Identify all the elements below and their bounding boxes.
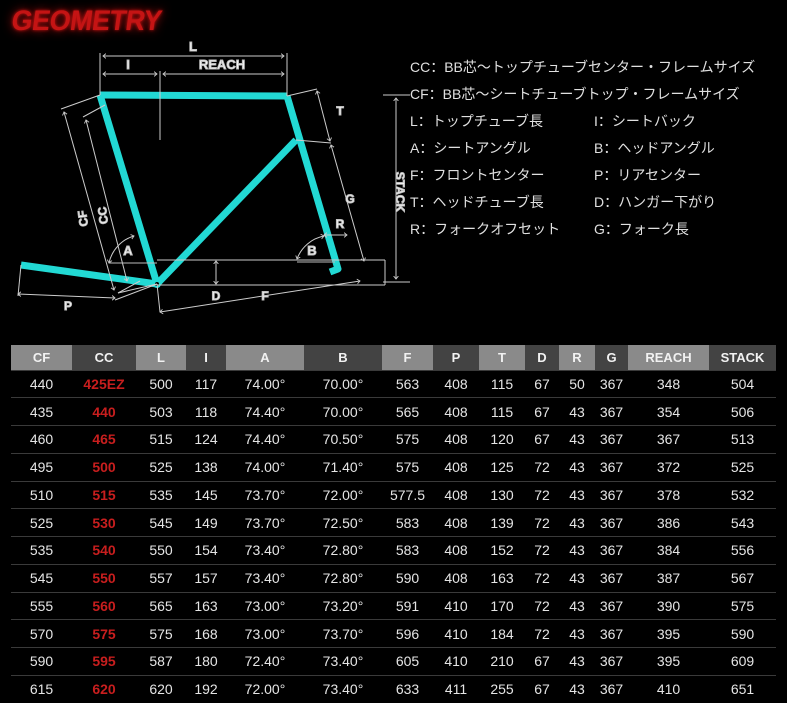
svg-text:F: F: [261, 289, 268, 303]
svg-text:I: I: [126, 57, 130, 72]
svg-text:CF: CF: [75, 210, 91, 228]
svg-text:D: D: [212, 289, 221, 303]
svg-text:T: T: [336, 104, 344, 118]
svg-text:B: B: [307, 243, 316, 258]
svg-text:REACH: REACH: [199, 57, 245, 72]
svg-text:R: R: [336, 217, 345, 231]
svg-text:STACK: STACK: [393, 172, 407, 213]
svg-text:CC: CC: [95, 206, 111, 225]
svg-text:A: A: [123, 243, 133, 258]
svg-text:L: L: [189, 39, 197, 54]
svg-text:P: P: [64, 299, 72, 313]
svg-text:G: G: [345, 192, 354, 206]
